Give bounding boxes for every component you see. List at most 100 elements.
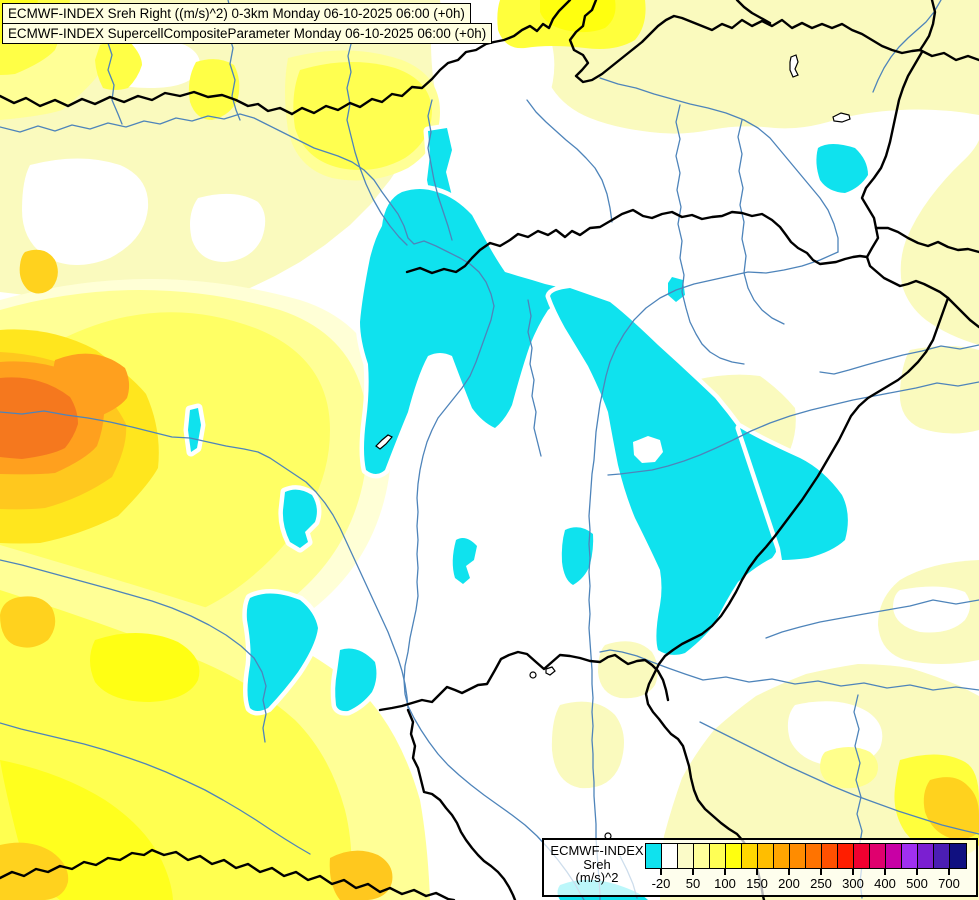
legend-tick-label-200: 200 xyxy=(778,876,800,891)
map-rivers-72 xyxy=(607,381,979,476)
map-borders-86 xyxy=(735,0,772,25)
lake-s-1 xyxy=(529,671,537,679)
map-rivers-68 xyxy=(588,251,839,900)
legend-swatch-18 xyxy=(934,844,950,868)
legend-tick-150 xyxy=(756,869,758,875)
field-white-patches-15 xyxy=(893,586,970,633)
map-borders-83 xyxy=(0,90,294,116)
legend-tick-100 xyxy=(724,869,726,875)
map-rivers-64 xyxy=(526,99,613,223)
map-borders-95 xyxy=(378,650,670,712)
legend-tick-label-250: 250 xyxy=(810,876,832,891)
field-cyan-negative-47 xyxy=(355,184,575,479)
map-rivers-67 xyxy=(599,77,839,253)
legend-swatch-14 xyxy=(870,844,886,868)
field-cyan-negative-57 xyxy=(557,522,598,590)
map-rivers-65 xyxy=(106,39,123,125)
field-yellow-southeast xyxy=(19,249,979,857)
map-borders-94 xyxy=(644,296,950,900)
legend-swatch-17 xyxy=(918,844,934,868)
legend-swatch-10 xyxy=(806,844,822,868)
legend-tick-50 xyxy=(692,869,694,875)
legend-tick-label-700: 700 xyxy=(938,876,960,891)
map-borders-85 xyxy=(568,0,922,84)
map-title-line1: ECMWF-INDEX Sreh Right ((m/s)^2) 0-3km M… xyxy=(2,3,471,24)
map-rivers-70 xyxy=(675,104,745,365)
legend-tick-500 xyxy=(916,869,918,875)
map-borders-89 xyxy=(860,50,924,230)
field-white-patches-11 xyxy=(22,158,149,265)
field-white-patches-12 xyxy=(190,193,266,262)
map-rivers-61 xyxy=(403,305,585,900)
legend-swatch-7 xyxy=(758,844,774,868)
legend-swatch-6 xyxy=(742,844,758,868)
map-borders-93 xyxy=(946,296,979,329)
field-pale-yellow-9 xyxy=(598,641,658,699)
field-cyan-negative-51 xyxy=(811,139,873,198)
map-rivers-81 xyxy=(527,299,542,457)
legend-swatch-2 xyxy=(678,844,694,868)
field-yellow-south-30 xyxy=(90,632,200,702)
cyan-white-hole xyxy=(633,436,663,463)
legend-swatch-4 xyxy=(710,844,726,868)
color-scale-legend: ECMWF-INDEX Sreh (m/s)^2 -20 50 100 150 200 2… xyxy=(542,838,978,897)
legend-swatch-16 xyxy=(902,844,918,868)
legend-tick--20 xyxy=(660,869,662,875)
legend-parameter-label: Sreh xyxy=(583,856,611,872)
legend-tick-200 xyxy=(788,869,790,875)
field-pale-yellow-5 xyxy=(899,346,979,434)
field-pale-yellow-3 xyxy=(900,115,979,345)
field-yellow-west-23 xyxy=(0,377,78,459)
legend-swatch-19 xyxy=(950,844,966,868)
legend-tick-label-500: 500 xyxy=(906,876,928,891)
map-rivers-76 xyxy=(699,721,979,835)
map-borders-96 xyxy=(406,708,517,900)
field-pale-yellow-8 xyxy=(551,701,624,789)
legend-tick-250 xyxy=(820,869,822,875)
field-yellow-southeast-42 xyxy=(820,747,878,789)
legend-swatch-1 xyxy=(662,844,678,868)
legend-tick-label-400: 400 xyxy=(874,876,896,891)
field-yellow-south-27 xyxy=(0,596,56,648)
field-yellow-north-35 xyxy=(188,59,240,120)
field-cyan-negative-52 xyxy=(183,403,206,457)
map-rivers-69 xyxy=(872,0,942,93)
legend-swatch-3 xyxy=(694,844,710,868)
legend-tick-label-100: 100 xyxy=(714,876,736,891)
field-yellow-north-37 xyxy=(293,61,432,171)
field-cyan-negative-49 xyxy=(735,423,853,565)
legend-tick-label-150: 150 xyxy=(746,876,768,891)
field-yellow-south xyxy=(0,545,430,900)
legend-swatch-11 xyxy=(822,844,838,868)
field-yellow-southeast-45 xyxy=(19,249,58,294)
legend-tick-400 xyxy=(884,869,886,875)
legend-swatch-9 xyxy=(790,844,806,868)
map-borders-90 xyxy=(874,226,979,254)
legend-units-label: (m/s)^2 xyxy=(575,870,619,885)
legend-model-label: ECMWF-INDEX xyxy=(550,843,644,858)
lake-ne-2 xyxy=(789,54,799,78)
map-borders-97 xyxy=(0,848,456,900)
legend-tick-label-300: 300 xyxy=(842,876,864,891)
map-rivers-73 xyxy=(819,344,979,375)
map-rivers-71 xyxy=(737,119,785,325)
legend-tick-label--20: -20 xyxy=(651,876,671,891)
map-rivers-63 xyxy=(427,99,453,241)
legend-tick-300 xyxy=(852,869,854,875)
map-title-line2: ECMWF-INDEX SupercellCompositeParameter … xyxy=(2,23,493,44)
map-rivers-79 xyxy=(0,559,267,743)
map-rivers-74 xyxy=(599,649,979,691)
field-cyan-negative-56 xyxy=(448,533,482,589)
map-borders-88 xyxy=(918,48,979,62)
map-rivers-78 xyxy=(0,410,409,709)
legend-swatch-13 xyxy=(854,844,870,868)
legend-swatch-8 xyxy=(774,844,790,868)
lake-s-2 xyxy=(545,666,556,676)
map-borders-84 xyxy=(290,0,572,116)
legend-tick-700 xyxy=(948,869,950,875)
legend-title: ECMWF-INDEX Sreh (m/s)^2 xyxy=(546,844,648,885)
field-cyan-negative-55 xyxy=(330,644,381,716)
